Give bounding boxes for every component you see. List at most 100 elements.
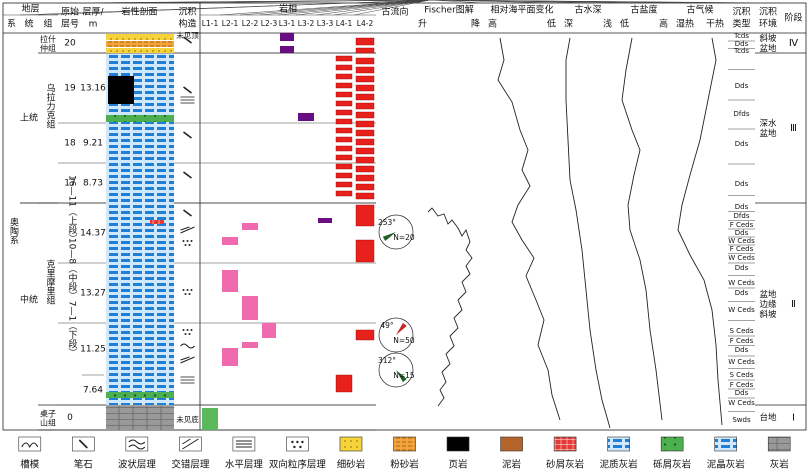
facies-bar	[298, 113, 314, 121]
paleocurrent-n: N=20	[393, 233, 415, 242]
header-system: 系	[7, 19, 16, 30]
rule	[429, 0, 485, 4]
facies-bar	[355, 120, 375, 128]
header-layer-no: 原始	[61, 6, 79, 18]
thickness: 13.16	[80, 84, 106, 94]
shale	[108, 76, 134, 104]
facies-bar	[335, 154, 353, 161]
header-climate-end: 干热	[706, 18, 724, 30]
facies-bar	[335, 136, 353, 143]
layer-no: 20	[64, 39, 76, 49]
facies-bar	[242, 223, 258, 230]
cross-bedding-symbol	[180, 356, 195, 364]
dep-type: Dds	[735, 40, 749, 48]
dep-type: W Ceds	[728, 306, 755, 314]
graded-bedding-symbol	[186, 289, 189, 291]
series: 上统	[20, 112, 38, 124]
header-fischer-end: 降	[471, 18, 480, 30]
header-lithology: 岩性剖面	[121, 6, 157, 18]
graded-bedding-symbol	[186, 240, 189, 242]
legend-label: 泥晶灰岩	[707, 459, 745, 471]
header-structure: 构造	[178, 18, 196, 30]
dep-type: Tcds	[733, 47, 749, 55]
legend-swatch	[553, 436, 577, 452]
graded-bedding-symbol	[190, 329, 193, 331]
facies-col: L2-1	[222, 19, 239, 28]
legend-label: 交错层理	[171, 459, 210, 471]
header-sea-level-end: 低	[547, 18, 556, 30]
legend-label: 水平层理	[225, 459, 264, 471]
dep-environment-line: 盆地	[759, 127, 777, 138]
facies-bar	[335, 100, 353, 107]
legend-glyph	[128, 439, 146, 450]
facies-bar	[355, 47, 375, 54]
thickness: 7.64	[83, 386, 103, 396]
dep-type: Dds	[735, 229, 749, 237]
stage: Ⅰ	[792, 413, 795, 424]
legend-swatch	[18, 436, 42, 452]
dep-type: W Ceds	[728, 399, 755, 407]
header-structure: 沉积	[178, 6, 196, 18]
paleocurrent-angle: 312°	[378, 356, 396, 365]
facies-bar	[335, 181, 353, 188]
lithology	[106, 41, 174, 47]
facies-bar	[355, 239, 375, 263]
dep-environment-line: 深水	[759, 118, 777, 129]
paleocurrent-angle: 49°	[380, 321, 394, 330]
conglomerate-band	[106, 392, 174, 398]
layer-no: 7—1（下段）	[67, 301, 78, 357]
facies-bar	[318, 218, 332, 223]
header-dep-type: 沉积	[732, 6, 750, 18]
legend-swatch	[339, 436, 363, 452]
graptolite-symbol	[183, 209, 192, 217]
header-sea-level: 相对海平面变化	[490, 4, 553, 16]
facies-col: L3-1	[279, 19, 296, 28]
lithology	[106, 54, 174, 405]
layer-no: 18	[64, 139, 76, 149]
facies-bar	[335, 55, 353, 62]
dep-environment: 斜坡盆地	[759, 33, 777, 54]
dep-type: Dfds	[734, 110, 750, 118]
legend-swatch	[714, 436, 738, 452]
graded-bedding-symbol	[188, 293, 191, 295]
facies-bar	[355, 192, 375, 200]
header-thickness: m	[89, 20, 98, 30]
rose-petal	[396, 322, 407, 335]
rule	[239, 0, 431, 16]
graded-bedding-symbol	[184, 244, 187, 246]
facies-col: L4-1	[336, 19, 353, 28]
facies-bar	[355, 156, 375, 164]
rule	[333, 0, 431, 16]
facies-bar	[242, 342, 258, 348]
legend-label: 页岩	[449, 459, 468, 471]
facies-bar	[355, 183, 375, 191]
formation: 桌子山组	[40, 408, 56, 427]
facies-bar	[280, 33, 294, 41]
facies-bar	[335, 163, 353, 170]
facies-bar	[222, 270, 238, 292]
conglomerate-band	[106, 115, 174, 122]
legend-label: 泥质灰岩	[600, 459, 638, 471]
header-paleocurrent: 古流向	[381, 6, 408, 18]
dep-type: Dds	[735, 203, 749, 211]
paleocurrent-angle: 253°	[378, 218, 396, 227]
dep-environment: 盆地边缘斜坡	[759, 289, 777, 320]
climate-curve	[677, 37, 723, 426]
layer-no: 17	[64, 179, 75, 189]
header-dep-env: 环境	[759, 18, 777, 30]
legend-label: 灰岩	[770, 459, 789, 471]
facies-bar	[335, 145, 353, 152]
layer-no: 19	[64, 84, 76, 94]
facies-bar	[335, 82, 353, 89]
salinity-curve	[621, 37, 663, 421]
dep-type: Dds	[735, 82, 749, 90]
dep-type: Dds	[735, 289, 749, 297]
dep-type: F Ceds	[730, 381, 754, 389]
legend-glyph	[291, 440, 294, 444]
facies-bar	[355, 174, 375, 182]
layer-no: 10—8（中段）	[67, 238, 78, 300]
dep-environment-line: 斜坡	[759, 33, 777, 44]
facies-bar	[355, 138, 375, 146]
legend-label: 槽模	[20, 459, 40, 471]
